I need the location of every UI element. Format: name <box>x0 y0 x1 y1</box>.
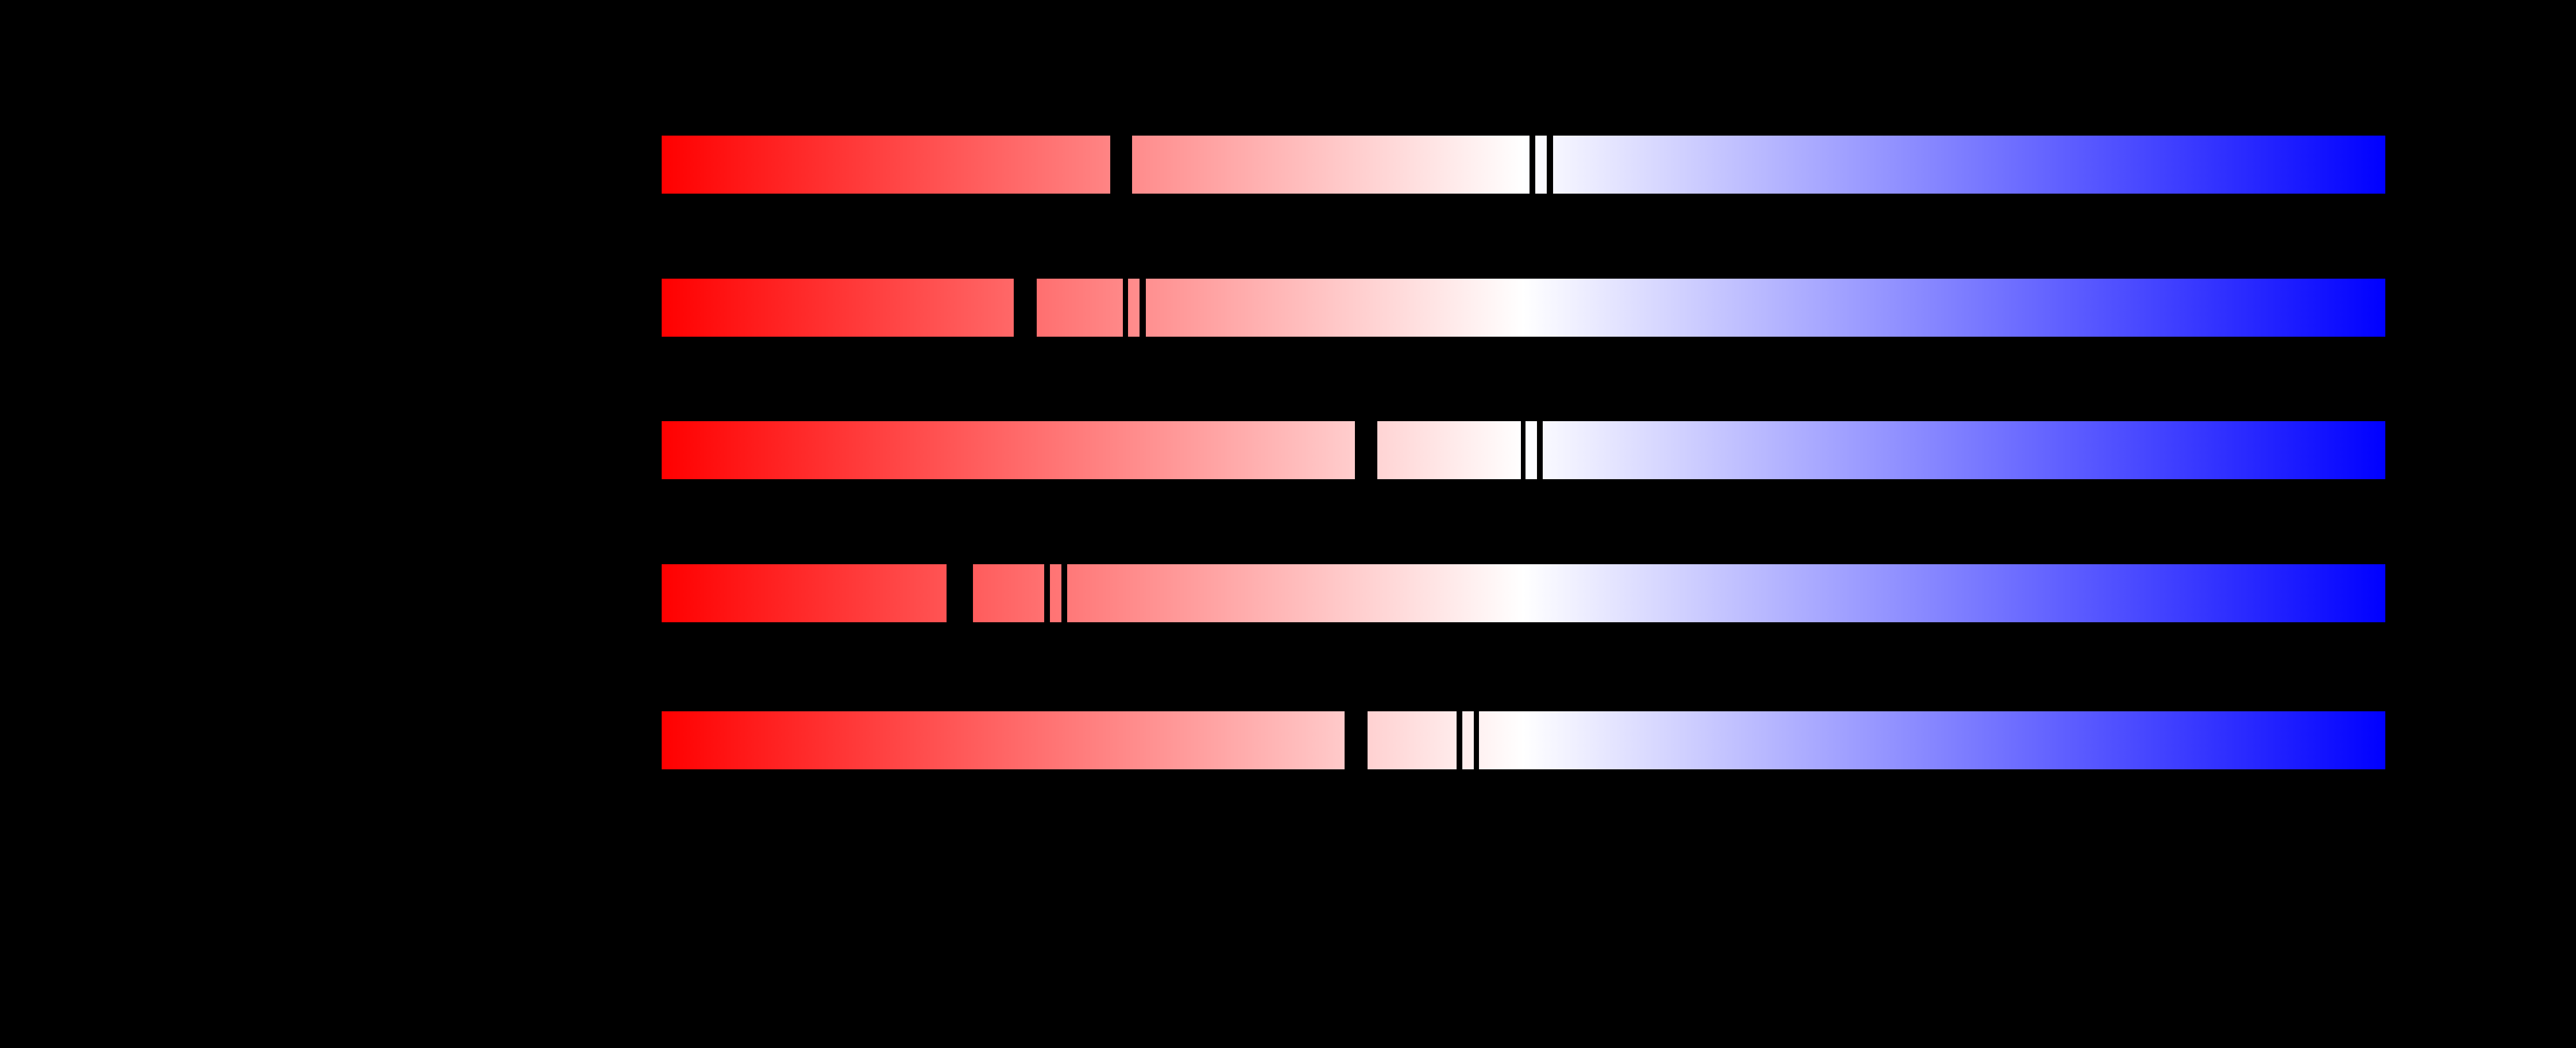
colorbar-gap-3 <box>1474 710 1480 770</box>
colorbar-row-4 <box>662 563 2385 623</box>
colorbar-row-5 <box>662 710 2385 770</box>
colorbar-gap-2 <box>1520 420 1526 480</box>
colorbar-gap-1 <box>1110 134 1133 195</box>
colorbar-gap-3 <box>1547 134 1553 195</box>
colorbar-gap-2 <box>1123 278 1129 338</box>
colorbar-gap-1 <box>947 563 973 623</box>
colorbar-gradient <box>662 279 2385 337</box>
colorbar-gap-2 <box>1530 134 1535 195</box>
colorbar-gap-1 <box>1014 278 1037 338</box>
colorbar-row-1 <box>662 134 2385 195</box>
colorbar-gap-2 <box>1457 710 1462 770</box>
colorbar-gap-3 <box>1061 563 1068 623</box>
colorbar-gap-1 <box>1355 420 1377 480</box>
colorbar-row-2 <box>662 278 2385 338</box>
colorbar-gap-3 <box>1140 278 1146 338</box>
colorbar-gap-1 <box>1344 710 1368 770</box>
colorbar-gap-3 <box>1537 420 1543 480</box>
colorbar-gap-2 <box>1044 563 1051 623</box>
colorbar-gradient <box>662 711 2385 769</box>
colorbar-gradient <box>662 564 2385 622</box>
colorbar-row-3 <box>662 420 2385 480</box>
colorbar-gradient <box>662 136 2385 194</box>
